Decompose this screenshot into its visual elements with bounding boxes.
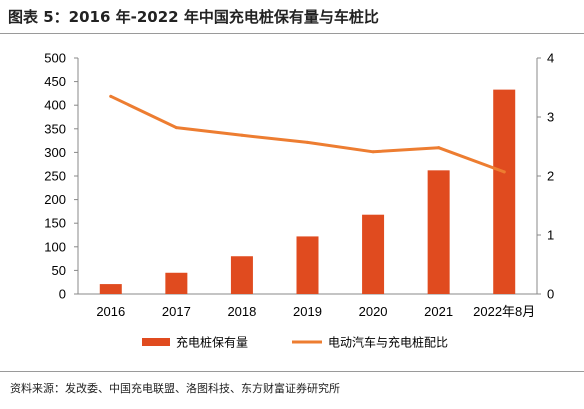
line-point (371, 150, 375, 154)
y-left-tick-label: 350 (44, 121, 66, 136)
y-left-tick-label: 50 (52, 263, 66, 278)
y-right-tick-label: 2 (547, 169, 554, 184)
title-divider (0, 33, 584, 34)
y-right-tick-label: 3 (547, 110, 554, 125)
x-tick-label: 2021 (424, 304, 453, 319)
bar (362, 214, 385, 294)
line-series-path (109, 94, 506, 174)
line-point (174, 126, 178, 130)
line-point (306, 140, 309, 144)
source-note: 资料来源：发改委、中国充电联盟、洛图科技、东方财富证券研究所 (10, 382, 340, 395)
bar (296, 236, 319, 294)
chart-title: 图表 5：2016 年-2022 年中国充电桩保有量与车桩比 (8, 8, 379, 26)
chart: 0 50 100 150 200 250 300 350 400 450 500 0 1 2 3 4 2016 2… (44, 51, 554, 350)
y-left-tick-label: 450 (44, 74, 66, 89)
legend-label-line: 电动汽车与充电桩配比 (328, 335, 448, 350)
legend-label-bars: 充电桩保有量 (176, 335, 248, 350)
bar (99, 284, 122, 294)
source-divider (0, 371, 584, 372)
legend-swatch-bars (142, 338, 170, 346)
y-right-tick-label: 4 (547, 51, 554, 66)
y-left-tick-label: 150 (44, 216, 66, 231)
y-right-tick-label: 1 (547, 228, 554, 243)
y-left-tick-label: 500 (44, 51, 66, 66)
bar (165, 272, 188, 294)
y-left-tick-label: 100 (44, 239, 66, 254)
y-left-tick-label: 0 (59, 287, 66, 302)
line-series (109, 94, 506, 174)
bar (427, 170, 450, 294)
line-point (437, 146, 441, 150)
line-point (240, 133, 244, 137)
x-tick-label: 2020 (359, 304, 388, 319)
y-left-tick-label: 300 (44, 145, 66, 160)
line-point (109, 94, 113, 98)
bar-series (99, 89, 516, 295)
line-point (502, 170, 506, 174)
y-right-tick-label: 0 (547, 287, 554, 302)
y-left-tick-label: 250 (44, 169, 66, 184)
legend: 充电桩保有量 电动汽车与充电桩配比 (142, 335, 448, 350)
x-tick-label: 2016 (96, 304, 125, 319)
y-left-tick-label: 200 (44, 192, 66, 207)
bar (493, 89, 516, 295)
bar (230, 256, 253, 294)
x-tick-label: 2018 (227, 304, 256, 319)
x-tick-label: 2017 (162, 304, 191, 319)
tick-labels: 0 50 100 150 200 250 300 350 400 450 500 0 1 2 3 4 2016 2… (44, 51, 554, 320)
x-tick-label: 2022年8月 (473, 304, 535, 319)
x-tick-label: 2019 (293, 304, 322, 319)
y-left-tick-label: 400 (44, 98, 66, 113)
